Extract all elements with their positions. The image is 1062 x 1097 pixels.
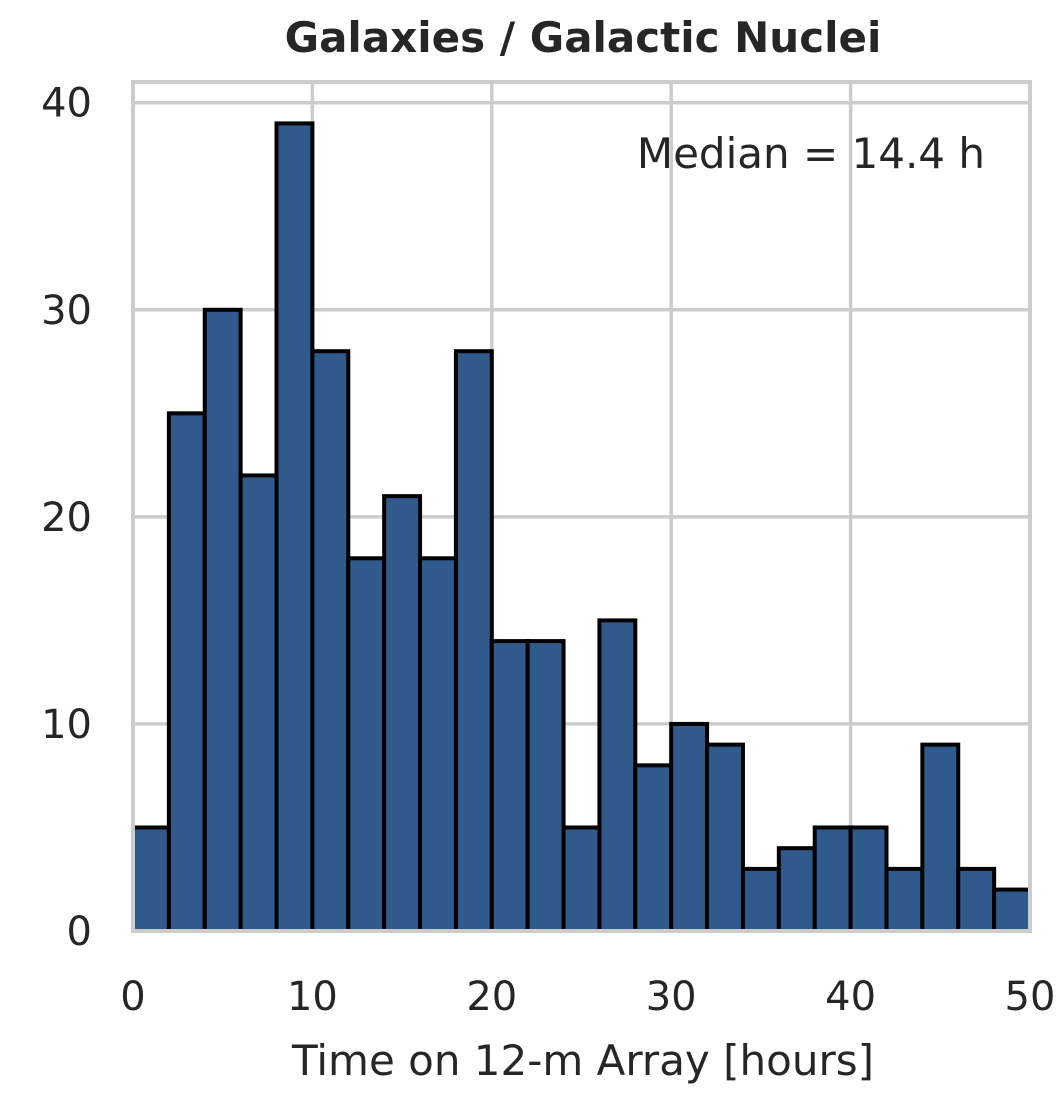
histogram-bar xyxy=(669,721,710,933)
x-tick-label: 20 xyxy=(466,974,517,1020)
histogram-bars xyxy=(131,121,1032,934)
y-axis-ticks: 0 10 20 30 40 xyxy=(41,81,92,955)
plot-frame xyxy=(131,80,1032,933)
median-annotation: Median = 14.4 h xyxy=(637,129,985,178)
histogram-bar xyxy=(597,618,638,933)
plot-spines xyxy=(131,80,1032,933)
histogram-bar xyxy=(202,307,243,933)
histogram-bar xyxy=(740,866,781,934)
histogram-bar xyxy=(776,846,817,933)
histogram-bar xyxy=(310,349,351,933)
x-tick-label: 10 xyxy=(287,974,338,1020)
histogram-bar xyxy=(956,866,997,934)
histogram-bar xyxy=(346,556,387,934)
y-tick-label: 20 xyxy=(41,495,92,541)
histogram-bar xyxy=(920,742,961,934)
histogram-bar xyxy=(992,887,1032,934)
histogram-bar xyxy=(633,763,674,934)
histogram-bar xyxy=(418,556,458,934)
x-tick-label: 40 xyxy=(825,974,876,1020)
x-axis-label: Time on 12-m Array [hours] xyxy=(291,1036,874,1085)
x-tick-label: 50 xyxy=(1005,974,1056,1020)
y-tick-label: 40 xyxy=(41,81,92,127)
histogram-bar xyxy=(525,639,566,933)
x-axis-ticks: 0 10 20 30 40 50 xyxy=(120,974,1055,1020)
y-tick-label: 0 xyxy=(67,909,92,955)
histogram-bar xyxy=(561,825,602,934)
y-tick-label: 30 xyxy=(41,288,92,334)
histogram-bar xyxy=(489,639,530,933)
histogram-bar xyxy=(705,742,745,934)
histogram-bar xyxy=(812,825,853,934)
histogram-bar xyxy=(166,411,207,933)
histogram-bar xyxy=(238,473,279,933)
histogram-bar xyxy=(848,825,889,934)
chart-title: Galaxies / Galactic Nuclei xyxy=(285,13,882,62)
histogram-bar xyxy=(131,825,171,934)
x-tick-label: 30 xyxy=(646,974,697,1020)
histogram-bar xyxy=(884,866,925,934)
histogram-bar xyxy=(274,121,315,934)
histogram-bar xyxy=(382,494,423,933)
x-tick-label: 0 xyxy=(120,974,145,1020)
y-tick-label: 10 xyxy=(41,702,92,748)
histogram-bar xyxy=(453,349,494,933)
